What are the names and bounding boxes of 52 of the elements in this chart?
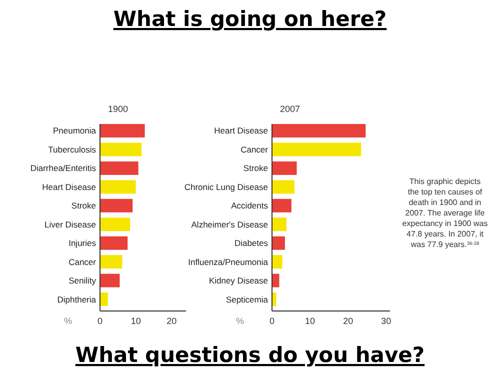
bar bbox=[100, 124, 145, 138]
x-tick-label: 30 bbox=[381, 316, 392, 326]
y-tick-label: Diabetes bbox=[234, 238, 268, 248]
y-tick-label: Kidney Disease bbox=[208, 276, 268, 286]
bar bbox=[100, 292, 108, 306]
text: What questions do you have? bbox=[75, 343, 425, 367]
chart-title: 1900 bbox=[108, 104, 128, 114]
bar bbox=[100, 180, 136, 194]
bar bbox=[272, 236, 285, 250]
y-tick-label: Diphtheria bbox=[57, 294, 96, 304]
y-tick-label: Septicemia bbox=[226, 294, 268, 304]
x-tick-label: 10 bbox=[305, 316, 316, 326]
bar bbox=[100, 198, 133, 212]
y-tick-label: Alzheimer's Disease bbox=[191, 219, 268, 230]
y-tick-label: Heart Disease bbox=[214, 126, 268, 136]
x-tick-label: 0 bbox=[269, 316, 275, 326]
y-tick-label: Stroke bbox=[243, 163, 268, 174]
y-tick-label: Cancer bbox=[240, 144, 268, 154]
y-tick-label: Liver Disease bbox=[44, 219, 96, 230]
x-tick-label: 0 bbox=[97, 316, 103, 326]
bar bbox=[272, 198, 292, 212]
x-axis-title: % bbox=[236, 316, 244, 326]
y-tick-label: Cancer bbox=[68, 256, 96, 267]
y-tick-label: Heart Disease bbox=[42, 182, 96, 192]
y-tick-label: Chronic Lung Disease bbox=[184, 182, 268, 192]
y-tick-label: Senility bbox=[68, 276, 97, 286]
bar bbox=[272, 180, 294, 194]
y-tick-label: Tuberculosis bbox=[48, 144, 96, 154]
bar bbox=[100, 274, 120, 288]
bar bbox=[272, 274, 280, 288]
y-tick-label: Accidents bbox=[231, 200, 268, 211]
y-tick-label: Influenza/Pneumonia bbox=[188, 256, 268, 267]
bar bbox=[272, 218, 286, 232]
bar bbox=[272, 124, 366, 138]
bar bbox=[272, 142, 362, 156]
y-tick-label: Injuries bbox=[68, 238, 96, 248]
bar bbox=[272, 255, 282, 269]
x-axis-title: % bbox=[64, 316, 72, 326]
x-tick-label: 20 bbox=[343, 316, 354, 326]
x-tick-label: 10 bbox=[130, 316, 141, 326]
bar bbox=[100, 218, 130, 232]
bar bbox=[100, 161, 138, 175]
x-tick-label: 20 bbox=[166, 316, 177, 326]
bar bbox=[100, 142, 142, 156]
y-tick-label: Diarrhea/Enteritis bbox=[30, 163, 96, 174]
bar bbox=[100, 255, 122, 269]
bar bbox=[272, 161, 297, 175]
bar bbox=[100, 236, 128, 250]
y-tick-label: Stroke bbox=[71, 200, 96, 211]
chart-title: 2007 bbox=[280, 104, 300, 114]
text: What is going on here? bbox=[113, 7, 387, 31]
y-tick-label: Pneumonia bbox=[52, 126, 96, 136]
